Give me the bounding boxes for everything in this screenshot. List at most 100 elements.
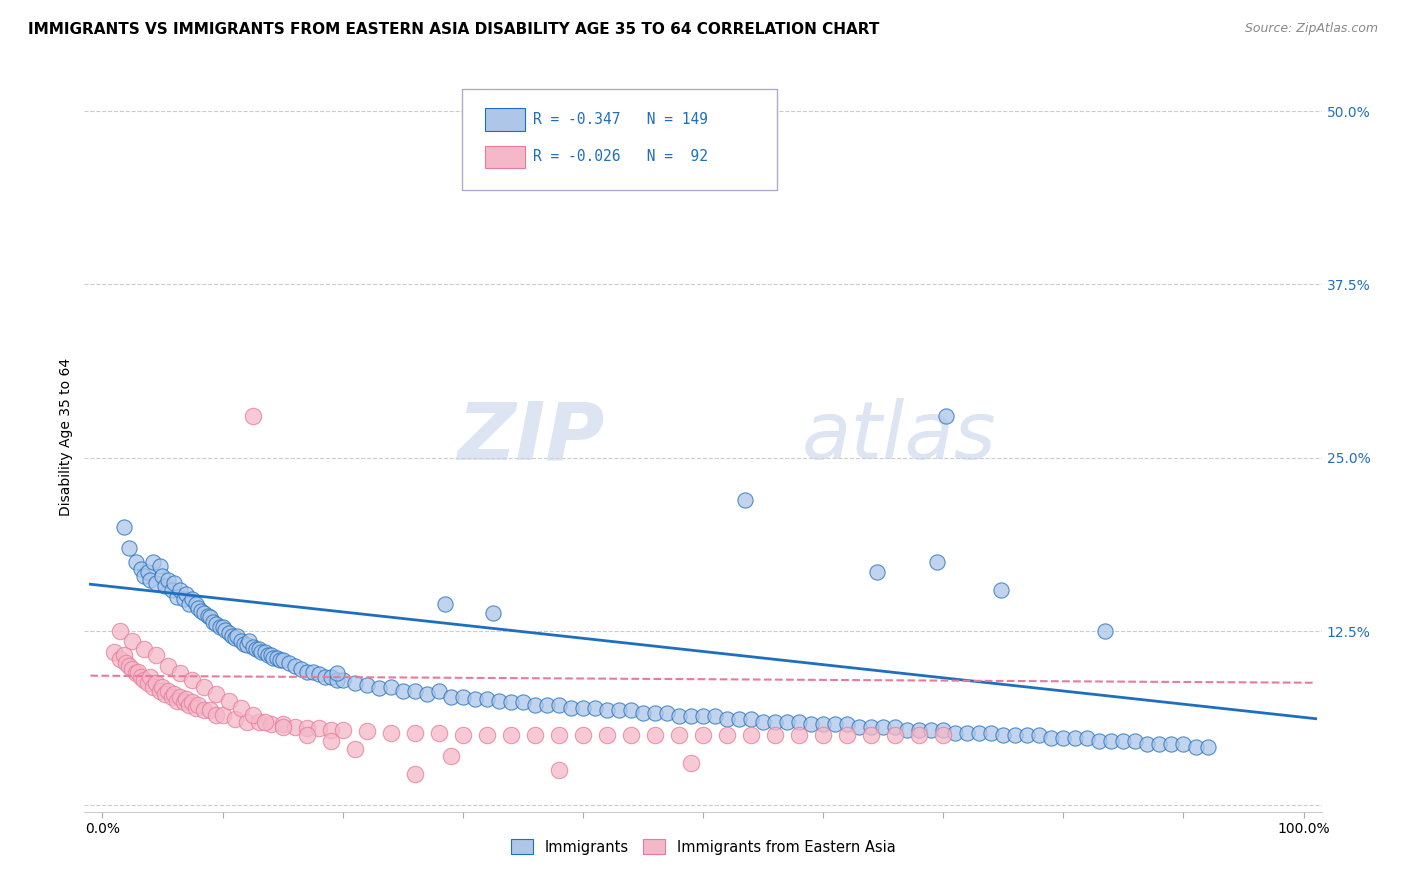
Point [271, 717, 294, 731]
Point [481, 607, 503, 621]
Point [1099, 734, 1122, 748]
Point [218, 625, 240, 640]
Point [190, 603, 212, 617]
Point [211, 620, 233, 634]
Point [536, 698, 558, 712]
Point [488, 694, 510, 708]
Point [218, 694, 240, 708]
Point [560, 700, 582, 714]
Point [1052, 731, 1074, 746]
Point [451, 690, 474, 704]
Point [229, 634, 252, 648]
Point [145, 675, 167, 690]
Point [242, 707, 264, 722]
Point [160, 582, 183, 597]
Point [800, 717, 823, 731]
Point [209, 620, 232, 634]
Point [157, 684, 180, 698]
Point [205, 617, 228, 632]
Point [1094, 624, 1116, 639]
Point [205, 687, 228, 701]
Point [572, 728, 595, 742]
Point [1125, 734, 1147, 748]
Point [927, 555, 949, 569]
Point [181, 695, 204, 709]
Point [224, 712, 246, 726]
Point [932, 728, 955, 742]
Point [848, 720, 870, 734]
Point [776, 714, 799, 729]
Point [980, 725, 1002, 739]
Point [716, 728, 738, 742]
Point [187, 600, 209, 615]
Point [332, 673, 354, 687]
Point [176, 587, 198, 601]
Point [149, 559, 172, 574]
Point [380, 725, 402, 739]
Point [935, 409, 957, 424]
Text: IMMIGRANTS VS IMMIGRANTS FROM EASTERN ASIA DISABILITY AGE 35 TO 64 CORRELATION C: IMMIGRANTS VS IMMIGRANTS FROM EASTERN AS… [28, 22, 880, 37]
Text: R = -0.026   N =  92: R = -0.026 N = 92 [533, 149, 709, 164]
Point [200, 610, 222, 624]
Point [177, 698, 200, 712]
Point [572, 700, 595, 714]
Point [238, 634, 260, 648]
Point [356, 678, 378, 692]
Point [163, 575, 186, 590]
Point [221, 628, 243, 642]
Point [229, 700, 252, 714]
Point [451, 728, 474, 742]
Point [160, 690, 183, 704]
Point [169, 690, 191, 704]
Text: ZIP: ZIP [457, 398, 605, 476]
Point [1149, 737, 1171, 751]
Point [752, 714, 775, 729]
Point [1184, 739, 1206, 754]
Point [716, 712, 738, 726]
Point [118, 541, 141, 555]
Point [332, 723, 354, 737]
Point [134, 569, 156, 583]
Point [499, 695, 522, 709]
Point [200, 703, 222, 717]
Point [391, 684, 413, 698]
Point [512, 695, 534, 709]
Point [1160, 737, 1182, 751]
Point [319, 670, 342, 684]
Point [193, 680, 215, 694]
Point [184, 597, 207, 611]
Point [125, 665, 148, 680]
Point [343, 675, 366, 690]
Point [547, 763, 569, 777]
Point [142, 680, 165, 694]
Point [118, 659, 141, 673]
Point [169, 665, 191, 680]
Point [837, 717, 859, 731]
Point [149, 684, 172, 698]
Point [1088, 734, 1111, 748]
Point [620, 703, 643, 717]
Point [920, 723, 942, 737]
Point [763, 714, 786, 729]
Point [547, 698, 569, 712]
Point [1136, 737, 1159, 751]
Point [325, 665, 347, 680]
Point [121, 634, 143, 648]
Point [157, 573, 180, 587]
Point [415, 687, 437, 701]
Point [250, 645, 273, 659]
Text: R = -0.347   N = 149: R = -0.347 N = 149 [533, 112, 709, 127]
Point [943, 725, 966, 739]
Point [1076, 731, 1098, 746]
Point [583, 700, 606, 714]
Point [205, 707, 228, 722]
Point [257, 648, 280, 662]
Point [271, 720, 294, 734]
Point [523, 728, 546, 742]
Text: atlas: atlas [801, 398, 997, 476]
Point [440, 749, 463, 764]
Point [679, 709, 702, 723]
Point [866, 565, 889, 579]
Point [993, 728, 1015, 742]
Point [325, 673, 347, 687]
